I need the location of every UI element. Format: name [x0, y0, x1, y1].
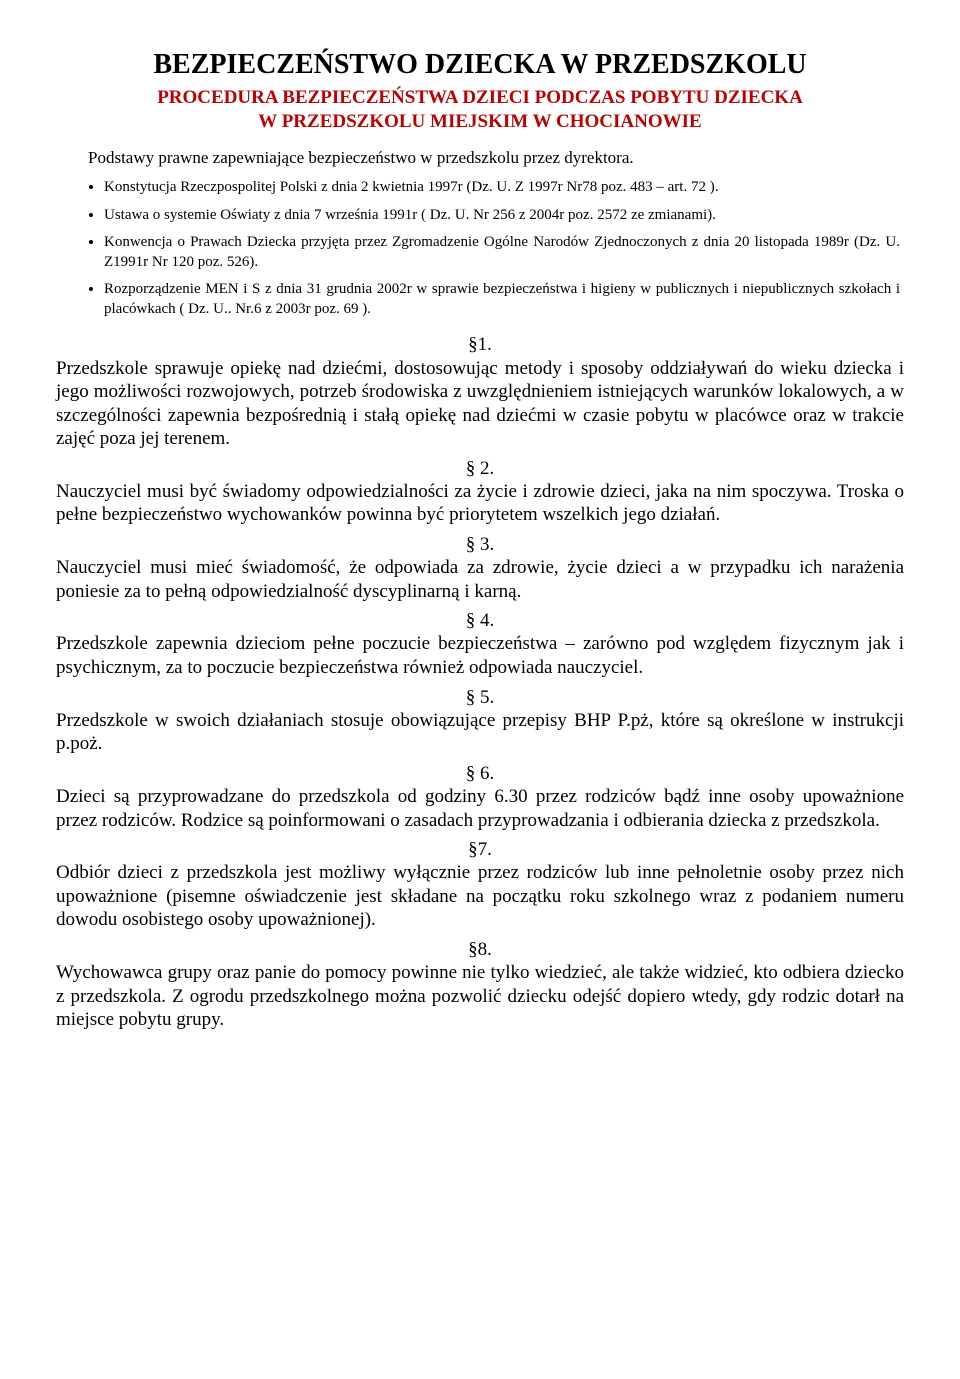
intro-paragraph: Podstawy prawne zapewniające bezpieczeńs…	[56, 148, 904, 169]
section-number: §8.	[56, 938, 904, 961]
section-body: Nauczyciel musi być świadomy odpowiedzia…	[56, 480, 904, 527]
section-body: Przedszkole sprawuje opiekę nad dziećmi,…	[56, 357, 904, 451]
section-body: Przedszkole w swoich działaniach stosuje…	[56, 709, 904, 756]
list-item: Konwencja o Prawach Dziecka przyjęta prz…	[104, 233, 904, 272]
section-number: § 6.	[56, 762, 904, 785]
section-number: §7.	[56, 838, 904, 861]
document-subtitle: PROCEDURA BEZPIECZEŃSTWA DZIECI PODCZAS …	[56, 86, 904, 134]
section-number: § 3.	[56, 533, 904, 556]
subtitle-line-1: PROCEDURA BEZPIECZEŃSTWA DZIECI PODCZAS …	[157, 87, 803, 108]
section-8: §8. Wychowawca grupy oraz panie do pomoc…	[56, 938, 904, 1032]
list-item: Konstytucja Rzeczpospolitej Polski z dni…	[104, 178, 904, 198]
legal-basis-list: Konstytucja Rzeczpospolitej Polski z dni…	[56, 178, 904, 319]
list-item: Rozporządzenie MEN i S z dnia 31 grudnia…	[104, 280, 904, 319]
section-body: Dzieci są przyprowadzane do przedszkola …	[56, 785, 904, 832]
section-number: § 4.	[56, 609, 904, 632]
section-number: §1.	[56, 333, 904, 356]
subtitle-line-2: W PRZEDSZKOLU MIEJSKIM W CHOCIANOWIE	[258, 111, 701, 132]
section-body: Nauczyciel musi mieć świadomość, że odpo…	[56, 556, 904, 603]
section-number: § 2.	[56, 457, 904, 480]
document-title: BEZPIECZEŃSTWO DZIECKA W PRZEDSZKOLU	[56, 48, 904, 82]
section-5: § 5. Przedszkole w swoich działaniach st…	[56, 686, 904, 756]
section-3: § 3. Nauczyciel musi mieć świadomość, że…	[56, 533, 904, 603]
section-6: § 6. Dzieci są przyprowadzane do przedsz…	[56, 762, 904, 832]
section-body: Wychowawca grupy oraz panie do pomocy po…	[56, 961, 904, 1032]
section-1: §1. Przedszkole sprawuje opiekę nad dzie…	[56, 333, 904, 450]
list-item: Ustawa o systemie Oświaty z dnia 7 wrześ…	[104, 206, 904, 226]
section-7: §7. Odbiór dzieci z przedszkola jest moż…	[56, 838, 904, 932]
section-2: § 2. Nauczyciel musi być świadomy odpowi…	[56, 457, 904, 527]
section-4: § 4. Przedszkole zapewnia dzieciom pełne…	[56, 609, 904, 679]
section-body: Odbiór dzieci z przedszkola jest możliwy…	[56, 861, 904, 932]
section-body: Przedszkole zapewnia dzieciom pełne pocz…	[56, 632, 904, 679]
section-number: § 5.	[56, 686, 904, 709]
